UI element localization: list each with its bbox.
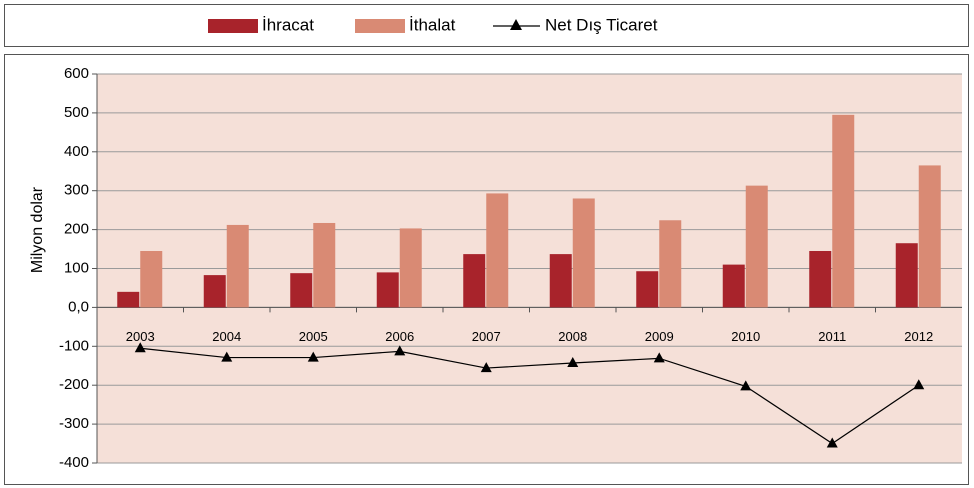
bar	[722, 264, 745, 308]
y-tick-label: 0,0	[68, 298, 89, 315]
line	[140, 347, 920, 445]
bar	[399, 228, 422, 308]
legend-swatch	[208, 19, 258, 33]
bar	[895, 243, 918, 308]
x-tick-label: 2007	[472, 329, 501, 344]
bar	[659, 220, 682, 308]
bar	[486, 193, 509, 308]
bar	[549, 254, 572, 308]
marker	[134, 342, 146, 353]
marker	[221, 351, 233, 362]
legend-label: İthalat	[409, 15, 456, 34]
x-tick-label: 2008	[558, 329, 587, 344]
y-tick-label: -300	[59, 415, 89, 432]
bar	[809, 250, 832, 308]
bar	[832, 114, 855, 308]
bar	[636, 271, 659, 308]
x-tick-label: 2009	[645, 329, 674, 344]
x-tick-label: 2003	[126, 329, 155, 344]
y-tick-label: -100	[59, 337, 89, 354]
marker	[913, 379, 925, 390]
marker	[740, 380, 752, 391]
bar	[376, 272, 399, 308]
x-tick-label: 2011	[818, 329, 846, 344]
x-tick-label: 2012	[904, 329, 933, 344]
marker	[480, 362, 492, 373]
legend-swatch	[355, 19, 405, 33]
bar	[313, 222, 336, 308]
legend-marker	[510, 19, 522, 30]
y-tick-label: -200	[59, 376, 89, 393]
bar	[290, 273, 313, 308]
bar	[203, 275, 226, 308]
bar	[745, 185, 768, 308]
x-tick-label: 2006	[385, 329, 414, 344]
y-tick-label: 300	[64, 182, 89, 199]
y-tick-label: 500	[64, 104, 89, 121]
marker	[653, 352, 665, 363]
marker	[826, 437, 838, 448]
y-tick-label: 200	[64, 221, 89, 238]
bar	[918, 165, 941, 308]
marker	[394, 345, 406, 356]
legend-label: İhracat	[262, 15, 314, 34]
legend-box	[4, 4, 969, 47]
x-tick-label: 2004	[212, 329, 241, 344]
y-tick-label: 600	[64, 65, 89, 82]
bar	[572, 198, 595, 308]
bar	[463, 254, 486, 308]
y-tick-label: 400	[64, 143, 89, 160]
bar	[140, 250, 163, 308]
marker	[307, 351, 319, 362]
y-tick-label: 100	[64, 259, 89, 276]
legend-label: Net Dış Ticaret	[545, 15, 658, 34]
x-tick-label: 2010	[731, 329, 760, 344]
x-tick-label: 2005	[299, 329, 328, 344]
y-tick-label: -400	[59, 454, 89, 471]
bar	[117, 291, 140, 308]
marker	[567, 357, 579, 368]
bar	[226, 224, 249, 308]
y-axis-label: Milyon dolar	[29, 186, 46, 273]
